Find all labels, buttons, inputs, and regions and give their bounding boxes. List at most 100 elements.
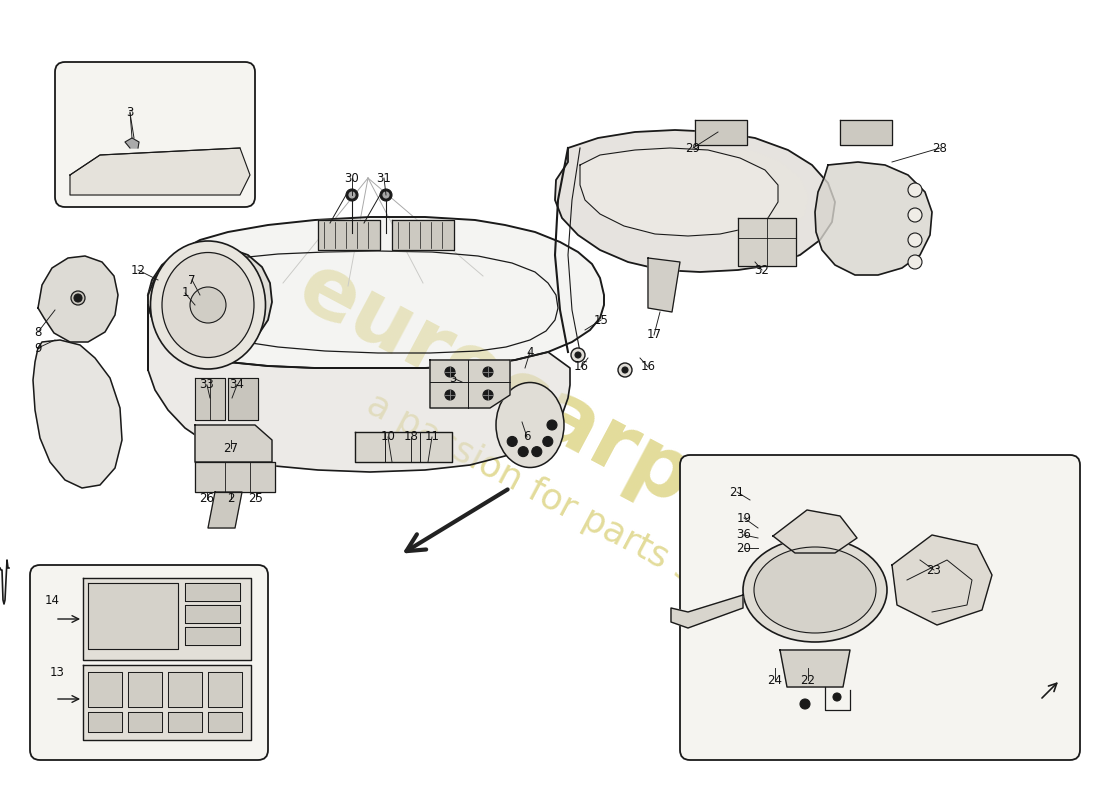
Text: 24: 24 bbox=[768, 674, 782, 686]
Polygon shape bbox=[195, 462, 275, 492]
Text: 8: 8 bbox=[34, 326, 42, 338]
Polygon shape bbox=[725, 148, 808, 238]
Polygon shape bbox=[148, 305, 570, 472]
Circle shape bbox=[908, 233, 922, 247]
Circle shape bbox=[483, 390, 493, 400]
Text: 10: 10 bbox=[381, 430, 395, 443]
Circle shape bbox=[575, 352, 581, 358]
Text: 32: 32 bbox=[755, 263, 769, 277]
Circle shape bbox=[379, 189, 392, 201]
Circle shape bbox=[190, 287, 226, 323]
Text: 11: 11 bbox=[425, 430, 440, 443]
Polygon shape bbox=[82, 578, 251, 660]
Circle shape bbox=[531, 446, 542, 457]
Circle shape bbox=[72, 291, 85, 305]
Text: 34: 34 bbox=[230, 378, 244, 391]
Polygon shape bbox=[185, 605, 240, 623]
Circle shape bbox=[74, 294, 82, 302]
Circle shape bbox=[383, 192, 389, 198]
Polygon shape bbox=[355, 432, 452, 462]
Text: 30: 30 bbox=[344, 171, 360, 185]
Text: 14: 14 bbox=[44, 594, 59, 606]
Polygon shape bbox=[168, 712, 202, 732]
Text: 1: 1 bbox=[182, 286, 189, 299]
Text: 31: 31 bbox=[376, 171, 392, 185]
Text: 29: 29 bbox=[685, 142, 701, 154]
Polygon shape bbox=[88, 712, 122, 732]
Polygon shape bbox=[738, 218, 796, 266]
Polygon shape bbox=[318, 220, 380, 250]
Circle shape bbox=[908, 255, 922, 269]
Polygon shape bbox=[556, 130, 835, 272]
Polygon shape bbox=[430, 360, 510, 408]
FancyBboxPatch shape bbox=[30, 565, 268, 760]
Text: 13: 13 bbox=[50, 666, 65, 678]
Circle shape bbox=[621, 367, 628, 373]
Text: 23: 23 bbox=[926, 563, 942, 577]
Text: 15: 15 bbox=[594, 314, 608, 326]
Ellipse shape bbox=[162, 253, 254, 358]
Text: 4: 4 bbox=[526, 346, 534, 358]
Text: 7: 7 bbox=[188, 274, 196, 286]
Polygon shape bbox=[88, 583, 178, 649]
Circle shape bbox=[571, 348, 585, 362]
Circle shape bbox=[542, 437, 553, 446]
Polygon shape bbox=[128, 712, 162, 732]
Ellipse shape bbox=[496, 382, 564, 467]
Polygon shape bbox=[88, 672, 122, 707]
Polygon shape bbox=[148, 247, 272, 370]
Circle shape bbox=[618, 363, 632, 377]
Text: 22: 22 bbox=[801, 674, 815, 686]
Polygon shape bbox=[892, 535, 992, 625]
Text: 17: 17 bbox=[647, 329, 661, 342]
Text: 36: 36 bbox=[737, 529, 751, 542]
Circle shape bbox=[446, 390, 455, 400]
Polygon shape bbox=[208, 672, 242, 707]
Text: 33: 33 bbox=[199, 378, 214, 391]
Text: 28: 28 bbox=[933, 142, 947, 154]
Polygon shape bbox=[70, 148, 250, 195]
Polygon shape bbox=[815, 162, 932, 275]
Polygon shape bbox=[392, 220, 454, 250]
Text: eurocarparts: eurocarparts bbox=[284, 246, 877, 614]
FancyBboxPatch shape bbox=[55, 62, 255, 207]
Polygon shape bbox=[773, 510, 857, 553]
Text: 20: 20 bbox=[737, 542, 751, 554]
Text: 25: 25 bbox=[249, 493, 263, 506]
Text: 2: 2 bbox=[228, 493, 234, 506]
Polygon shape bbox=[840, 120, 892, 145]
Circle shape bbox=[349, 192, 355, 198]
Polygon shape bbox=[148, 217, 604, 368]
Text: 27: 27 bbox=[223, 442, 239, 454]
Polygon shape bbox=[671, 595, 742, 628]
Polygon shape bbox=[185, 583, 240, 601]
Circle shape bbox=[908, 183, 922, 197]
Text: 6: 6 bbox=[524, 430, 530, 443]
Polygon shape bbox=[185, 583, 240, 601]
Text: a passion for parts since 1985: a passion for parts since 1985 bbox=[361, 387, 859, 673]
Ellipse shape bbox=[754, 547, 876, 633]
Circle shape bbox=[346, 189, 358, 201]
Polygon shape bbox=[195, 425, 272, 462]
Text: 19: 19 bbox=[737, 511, 751, 525]
Text: 18: 18 bbox=[404, 430, 418, 443]
Polygon shape bbox=[125, 138, 139, 148]
Text: 26: 26 bbox=[199, 493, 214, 506]
Polygon shape bbox=[780, 650, 850, 687]
Circle shape bbox=[833, 693, 842, 701]
Polygon shape bbox=[195, 378, 226, 420]
Circle shape bbox=[507, 437, 517, 446]
Ellipse shape bbox=[151, 241, 265, 369]
Polygon shape bbox=[128, 672, 162, 707]
Polygon shape bbox=[33, 340, 122, 488]
Polygon shape bbox=[208, 492, 242, 528]
Circle shape bbox=[446, 367, 455, 377]
Polygon shape bbox=[82, 665, 251, 740]
Polygon shape bbox=[695, 120, 747, 145]
Polygon shape bbox=[228, 378, 258, 420]
Polygon shape bbox=[185, 627, 240, 645]
Polygon shape bbox=[168, 672, 202, 707]
Text: 9: 9 bbox=[34, 342, 42, 354]
Text: 16: 16 bbox=[640, 361, 656, 374]
Polygon shape bbox=[185, 605, 240, 623]
